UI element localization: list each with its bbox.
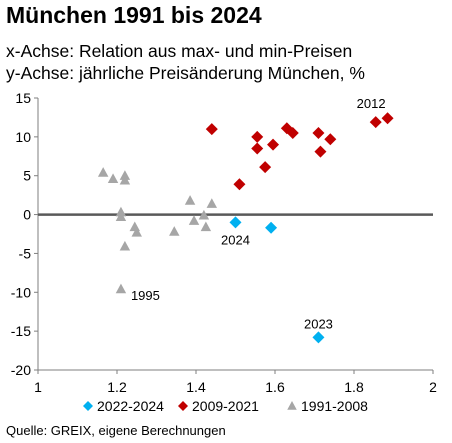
data-point [115,211,127,222]
x-tick-label: 2 [429,379,437,395]
legend-marker [178,401,188,411]
chart-subtitle-y: y-Achse: jährliche Preisänderung München… [6,63,365,83]
series-2009-2021 [205,112,394,191]
data-point [251,142,264,155]
data-point [251,130,264,143]
data-point [129,221,140,232]
data-point [131,226,142,237]
data-point [107,173,119,183]
legend-label: 2022-2024 [97,398,164,414]
y-tick-label: -15 [11,323,31,339]
data-point [259,161,272,174]
data-point [169,226,180,236]
data-point [286,126,299,139]
y-tick-label: -5 [19,245,32,261]
annotations: 2012 2024 2023 1995 [131,96,386,331]
data-point [369,116,382,129]
data-point [119,240,131,251]
x-tick-label: 1.2 [107,379,127,395]
legend-label: 2009-2021 [192,398,259,414]
series-1991-2008 [97,167,218,294]
legend-label: 1991-2008 [301,398,368,414]
data-point [205,123,218,136]
y-tick-label: 10 [15,129,31,145]
annotation-2012: 2012 [357,96,386,111]
data-point [312,126,325,139]
data-point [381,112,394,125]
y-tick-label: 15 [15,90,31,106]
annotation-2024: 2024 [221,232,250,247]
data-point [324,133,337,146]
source-note: Quelle: GREIX, eigene Berechnungen [6,423,226,438]
y-tick-label: -20 [11,362,31,378]
x-tick-label: 1.4 [186,379,206,395]
legend-marker [287,401,297,410]
x-tick-label: 1.6 [265,379,285,395]
y-tick-label: -10 [11,284,31,300]
data-point [206,198,218,208]
data-point [119,174,131,185]
y-tick-label: 5 [23,168,31,184]
data-point [115,283,127,294]
data-point [229,216,242,229]
data-point [200,221,212,232]
data-point [314,145,327,158]
annotation-1995: 1995 [131,288,160,303]
data-point [184,195,196,205]
legend: 2022-2024 2009-2021 1991-2008 [83,398,368,414]
data-point [198,209,210,220]
series-2022-2024 [229,216,325,344]
data-point [188,215,200,225]
x-tick-label: 1.8 [344,379,364,395]
data-point [233,178,246,191]
chart-subtitle-x: x-Achse: Relation aus max- und min-Preis… [6,41,353,61]
legend-marker [83,401,93,411]
data-point [312,331,325,344]
data-marks [97,112,394,344]
annotation-2023: 2023 [304,316,333,331]
y-tick-label: 0 [23,207,31,223]
x-tick-label: 1 [34,379,42,395]
data-point [265,221,278,234]
data-point [97,167,109,177]
axes: 15 10 5 0 -5 -10 -15 -201 1.2 1.4 1.6 1.8 2 [11,90,437,395]
chart-title: München 1991 bis 2024 [6,2,262,28]
data-point [267,138,280,151]
